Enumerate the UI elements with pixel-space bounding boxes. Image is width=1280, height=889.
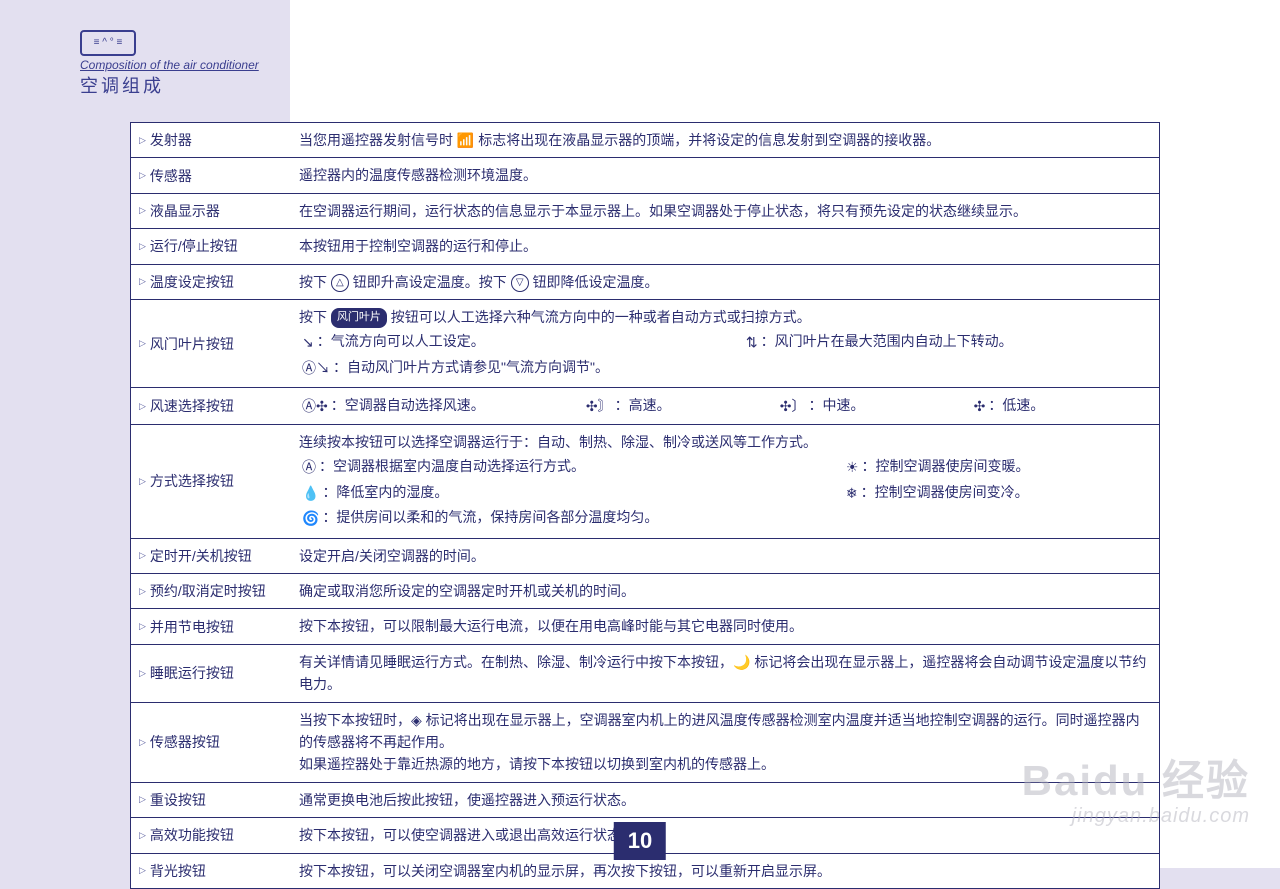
row-desc: 通常更换电池后按此按钮，使遥控器进入预运行状态。	[291, 783, 1159, 818]
table-row: 风门叶片按钮 按下 风门叶片 按钮可以人工选择六种气流方向中的一种或者自动方式或…	[131, 300, 1159, 388]
row-label: 风速选择按钮	[131, 388, 291, 423]
fan-auto-icon: Ⓐ✣	[302, 395, 328, 417]
table-row: 睡眠运行按钮 有关详情请见睡眠运行方式。在制热、除湿、制冷运行中按下本按钮，🌙 …	[131, 645, 1159, 703]
row-label: 运行/停止按钮	[131, 229, 291, 263]
vane-manual-icon: ↘	[302, 331, 314, 353]
row-label: 定时开/关机按钮	[131, 539, 291, 573]
component-table: 发射器 当您用遥控器发射信号时 📶 标志将出现在液晶显示器的顶端，并将设定的信息…	[130, 122, 1160, 889]
row-desc: 本按钮用于控制空调器的运行和停止。	[291, 229, 1159, 264]
row-desc: 按下 △ 钮即升高设定温度。按下 ▽ 钮即降低设定温度。	[291, 265, 1159, 300]
ac-logo-icon	[80, 30, 136, 56]
row-label: 背光按钮	[131, 854, 291, 888]
vane-auto-icon: Ⓐ↘	[302, 357, 330, 379]
row-desc: 设定开启/关闭空调器的时间。	[291, 539, 1159, 574]
row-desc: 在空调器运行期间，运行状态的信息显示于本显示器上。如果空调器处于停止状态，将只有…	[291, 194, 1159, 229]
header: Composition of the air conditioner 空调组成	[80, 30, 259, 98]
row-desc: 按下本按钮，可以关闭空调器室内机的显示屏，再次按下按钮，可以重新开启显示屏。	[291, 854, 1159, 889]
table-row: 运行/停止按钮 本按钮用于控制空调器的运行和停止。	[131, 229, 1159, 264]
header-subtitle-en: Composition of the air conditioner	[80, 58, 259, 72]
row-label: 发射器	[131, 123, 291, 157]
row-desc: 按下本按钮，可以使空调器进入或退出高效运行状态。	[291, 818, 1159, 853]
header-title-cn: 空调组成	[80, 72, 259, 98]
row-desc: 确定或取消您所设定的空调器定时开机或关机的时间。	[291, 574, 1159, 609]
row-label: 重设按钮	[131, 783, 291, 817]
temp-up-icon: △	[331, 274, 349, 292]
row-desc: 有关详情请见睡眠运行方式。在制热、除湿、制冷运行中按下本按钮，🌙 标记将会出现在…	[291, 645, 1159, 703]
row-label: 液晶显示器	[131, 194, 291, 228]
row-label: 传感器	[131, 158, 291, 192]
row-label: 传感器按钮	[131, 703, 291, 782]
table-row: 定时开/关机按钮 设定开启/关闭空调器的时间。	[131, 539, 1159, 574]
vane-pill-icon: 风门叶片	[331, 308, 387, 328]
table-row: 液晶显示器 在空调器运行期间，运行状态的信息显示于本显示器上。如果空调器处于停止…	[131, 194, 1159, 229]
table-row: 发射器 当您用遥控器发射信号时 📶 标志将出现在液晶显示器的顶端，并将设定的信息…	[131, 123, 1159, 158]
row-label: 并用节电按钮	[131, 609, 291, 643]
mode-heat-icon: ☀	[846, 456, 859, 478]
row-label: 睡眠运行按钮	[131, 645, 291, 702]
vane-swing-icon: ⇅	[746, 331, 758, 353]
row-label: 风门叶片按钮	[131, 300, 291, 387]
row-desc: 按下 风门叶片 按钮可以人工选择六种气流方向中的一种或者自动方式或扫掠方式。 ↘…	[291, 300, 1159, 388]
row-desc: Ⓐ✣：空调器自动选择风速。 ✣〙：高速。 ✣〕：中速。 ✣：低速。	[291, 388, 1159, 424]
row-label: 方式选择按钮	[131, 425, 291, 538]
table-row: 温度设定按钮 按下 △ 钮即升高设定温度。按下 ▽ 钮即降低设定温度。	[131, 265, 1159, 300]
fan-high-icon: ✣〙	[586, 395, 612, 417]
table-row: 传感器 遥控器内的温度传感器检测环境温度。	[131, 158, 1159, 193]
fan-low-icon: ✣	[974, 395, 986, 417]
temp-down-icon: ▽	[511, 274, 529, 292]
table-row: 预约/取消定时按钮 确定或取消您所设定的空调器定时开机或关机的时间。	[131, 574, 1159, 609]
row-desc: 连续按本按钮可以选择空调器运行于：自动、制热、除湿、制冷或送风等工作方式。 Ⓐ：…	[291, 425, 1159, 539]
mode-dry-icon: 💧	[302, 482, 319, 504]
fan-med-icon: ✣〕	[780, 395, 806, 417]
row-desc: 按下本按钮，可以限制最大运行电流，以便在用电高峰时能与其它电器同时使用。	[291, 609, 1159, 644]
mode-auto-icon: Ⓐ	[302, 456, 316, 478]
table-row: 风速选择按钮 Ⓐ✣：空调器自动选择风速。 ✣〙：高速。 ✣〕：中速。 ✣：低速。	[131, 388, 1159, 424]
table-row: 重设按钮 通常更换电池后按此按钮，使遥控器进入预运行状态。	[131, 783, 1159, 818]
mode-cool-icon: ❄	[846, 482, 858, 504]
table-row: 并用节电按钮 按下本按钮，可以限制最大运行电流，以便在用电高峰时能与其它电器同时…	[131, 609, 1159, 644]
row-label: 高效功能按钮	[131, 818, 291, 852]
row-desc: 当按下本按钮时，◈ 标记将出现在显示器上，空调器室内机上的进风温度传感器检测室内…	[291, 703, 1159, 783]
row-desc: 遥控器内的温度传感器检测环境温度。	[291, 158, 1159, 193]
row-label: 温度设定按钮	[131, 265, 291, 299]
row-desc: 当您用遥控器发射信号时 📶 标志将出现在液晶显示器的顶端，并将设定的信息发射到空…	[291, 123, 1159, 158]
page-number: 10	[614, 822, 666, 860]
row-label: 预约/取消定时按钮	[131, 574, 291, 608]
mode-fan-icon: 🌀	[302, 507, 319, 529]
table-row: 方式选择按钮 连续按本按钮可以选择空调器运行于：自动、制热、除湿、制冷或送风等工…	[131, 425, 1159, 539]
table-row: 传感器按钮 当按下本按钮时，◈ 标记将出现在显示器上，空调器室内机上的进风温度传…	[131, 703, 1159, 783]
